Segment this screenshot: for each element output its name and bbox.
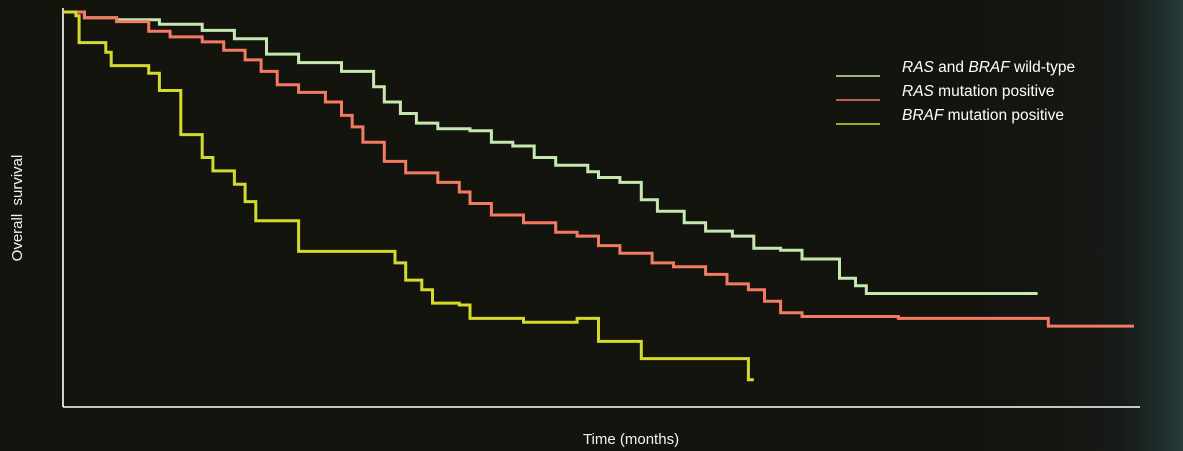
legend-label-2: RAS mutation positive — [902, 83, 1055, 100]
y-axis-label: Overall survival — [9, 155, 26, 262]
legend-label-1: RAS and BRAF wild-type — [902, 59, 1075, 76]
background-texture — [950, 0, 1183, 451]
series-layer — [63, 10, 1134, 382]
series-line-1 — [63, 10, 1038, 295]
legend: RAS and BRAF wild-type RAS mutation posit… — [836, 59, 1075, 125]
legend-label-3: BRAF mutation positive — [902, 107, 1064, 124]
series-line-2 — [63, 10, 1134, 328]
series-line-3 — [63, 10, 754, 382]
x-axis-label: Time (months) — [583, 431, 679, 448]
